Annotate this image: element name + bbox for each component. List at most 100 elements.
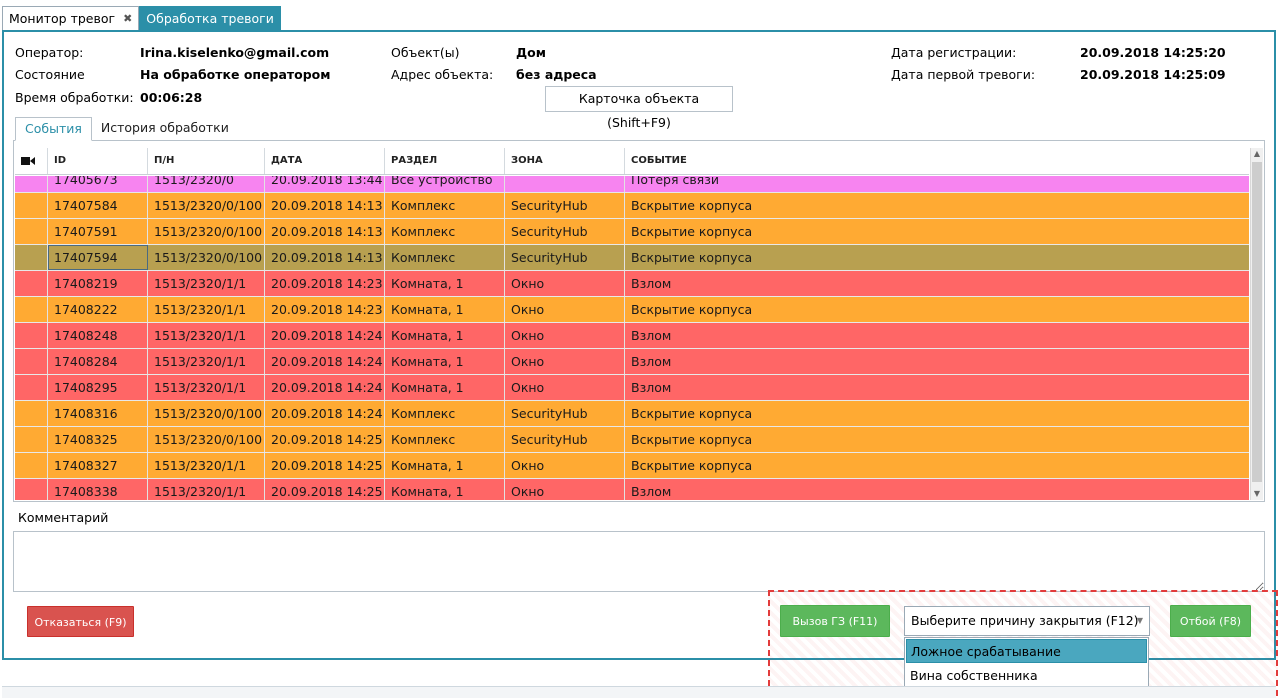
table-row[interactable]: 17408338 1513/2320/1/1 20.09.2018 14:25: Ко… [15, 479, 1249, 500]
cell-pn: 1513/2320/1/1 [148, 453, 265, 478]
grid-header: ID П/Н ДАТА РАЗДЕЛ ЗОНА СОБЫТИЕ [15, 148, 1249, 175]
table-row[interactable]: 17408325 1513/2320/0/100 20.09.2018 14:25:… [15, 427, 1249, 453]
column-header-id[interactable]: ID [48, 148, 148, 174]
cell-indicator [15, 297, 48, 322]
cell-event: Вскрытие корпуса [631, 302, 753, 317]
cell-pn: 1513/2320/1/1 [148, 375, 265, 400]
column-header-date[interactable]: ДАТА [265, 148, 385, 174]
first-alarm-value: 20.09.2018 14:25:09 [1080, 67, 1226, 82]
cell-section: Комната, 1 [385, 323, 505, 348]
tab-label: Монитор тревог [9, 10, 116, 26]
cell-event: Вскрытие корпуса [631, 458, 753, 473]
cell-section: Комната, 1 [385, 349, 505, 374]
table-row[interactable]: 17405673 1513/2320/0 20.09.2018 13:44: Все … [15, 176, 1249, 193]
column-header-zone[interactable]: ЗОНА [505, 148, 625, 174]
cell-section: Комната, 1 [385, 375, 505, 400]
scroll-down-icon[interactable]: ▼ [1251, 488, 1263, 500]
cell-section: Комната, 1 [385, 453, 505, 478]
table-row[interactable]: 17408295 1513/2320/1/1 20.09.2018 14:24: Ко… [15, 375, 1249, 401]
tab-alarm-monitor[interactable]: Монитор тревог ✖ [2, 6, 140, 30]
table-row[interactable]: 17408316 1513/2320/0/100 20.09.2018 14:24:… [15, 401, 1249, 427]
cell-zone: Окно [505, 323, 625, 348]
cell-date: 20.09.2018 13:44: [265, 176, 385, 192]
grid-rows: 17405673 1513/2320/0 20.09.2018 13:44: Все … [15, 176, 1249, 500]
address-label: Адрес объекта: [391, 67, 494, 82]
table-row[interactable]: 17407584 1513/2320/0/100 20.09.2018 14:13:… [15, 193, 1249, 219]
cell-date: 20.09.2018 14:24: [265, 401, 385, 426]
cell-zone: Окно [505, 453, 625, 478]
column-header-section[interactable]: РАЗДЕЛ [385, 148, 505, 174]
tab-processing-history[interactable]: История обработки [100, 120, 229, 135]
cell-zone: Окно [505, 479, 625, 500]
cell-indicator [15, 323, 48, 348]
cell-id: 17408338 [48, 479, 148, 500]
refuse-button[interactable]: Отказаться (F9) [27, 606, 134, 637]
cell-id: 17408284 [48, 349, 148, 374]
operator-label: Оператор: [15, 45, 84, 60]
cell-event: Вскрытие корпуса [631, 198, 753, 213]
object-card-button[interactable]: Карточка объекта (Shift+F9) [545, 86, 733, 130]
state-label: Состояние [15, 67, 85, 82]
table-row[interactable]: 17408248 1513/2320/1/1 20.09.2018 14:24: Ко… [15, 323, 1249, 349]
vertical-scrollbar[interactable]: ▲ ▼ [1250, 148, 1263, 500]
tab-events[interactable]: События [15, 117, 92, 141]
cell-date: 20.09.2018 14:24: [265, 323, 385, 348]
cell-id: 17408248 [48, 323, 148, 348]
cell-event: Вскрытие корпуса [631, 432, 753, 447]
cell-event: Вскрытие корпуса [631, 250, 753, 265]
cell-zone: Окно [505, 375, 625, 400]
tab-alarm-processing[interactable]: Обработка тревоги [139, 6, 281, 30]
scroll-up-icon[interactable]: ▲ [1251, 148, 1263, 160]
cell-section: Комната, 1 [385, 271, 505, 296]
table-row[interactable]: 17407591 1513/2320/0/100 20.09.2018 14:13:… [15, 219, 1249, 245]
table-row[interactable]: 17408222 1513/2320/1/1 20.09.2018 14:23: Ко… [15, 297, 1249, 323]
close-reason-placeholder: Выберите причину закрытия (F12) [911, 613, 1139, 628]
cell-date: 20.09.2018 14:25: [265, 453, 385, 478]
close-icon[interactable]: ✖ [123, 11, 133, 25]
document-tabs: Монитор тревог ✖ Обработка тревоги [2, 6, 281, 30]
option-false-alarm[interactable]: Ложное срабатывание [906, 639, 1147, 663]
cell-date: 20.09.2018 14:13: [265, 193, 385, 218]
close-reason-dropdown: Ложное срабатывание Вина собственника [904, 637, 1149, 688]
column-header-pn[interactable]: П/Н [148, 148, 265, 174]
reg-date-label: Дата регистрации: [891, 45, 1017, 60]
cell-zone: Окно [505, 349, 625, 374]
table-row[interactable]: 17408219 1513/2320/1/1 20.09.2018 14:23: Ко… [15, 271, 1249, 297]
cell-date: 20.09.2018 14:24: [265, 349, 385, 374]
cell-pn: 1513/2320/0 [148, 176, 265, 192]
cell-event: Вскрытие корпуса [631, 224, 753, 239]
call-gz-button[interactable]: Вызов ГЗ (F11) [780, 605, 890, 637]
grid-body: 17405673 1513/2320/0 20.09.2018 13:44: Все … [15, 176, 1249, 500]
sub-tabs: События История обработки [15, 117, 238, 141]
table-row[interactable]: 17408327 1513/2320/1/1 20.09.2018 14:25: Ко… [15, 453, 1249, 479]
cell-zone [505, 176, 625, 192]
cell-indicator [15, 349, 48, 374]
column-header-event[interactable]: СОБЫТИЕ [631, 155, 687, 166]
cell-zone: SecurityHub [505, 193, 625, 218]
cell-section: Комплекс [385, 401, 505, 426]
cell-date: 20.09.2018 14:25: [265, 479, 385, 500]
cell-indicator [15, 219, 48, 244]
processing-time-value: 00:06:28 [140, 90, 203, 105]
scrollbar-thumb[interactable] [1252, 162, 1262, 482]
tab-label: Обработка тревоги [146, 10, 274, 26]
option-owner-fault[interactable]: Вина собственника [910, 668, 1038, 683]
cell-indicator [15, 401, 48, 426]
video-camera-icon[interactable] [15, 148, 48, 174]
cell-indicator [15, 453, 48, 478]
cell-pn: 1513/2320/0/100 [148, 219, 265, 244]
cell-id: 17408295 [48, 375, 148, 400]
cell-pn: 1513/2320/0/100 [148, 245, 265, 270]
table-row[interactable]: 17407594 1513/2320/0/100 20.09.2018 14:13:… [15, 245, 1249, 271]
cell-section: Комплекс [385, 245, 505, 270]
hangup-button[interactable]: Отбой (F8) [1170, 605, 1251, 637]
comment-input[interactable] [13, 531, 1265, 592]
close-reason-select[interactable]: Выберите причину закрытия (F12) ▼ [904, 606, 1150, 636]
comment-label: Комментарий [18, 510, 109, 525]
table-row[interactable]: 17408284 1513/2320/1/1 20.09.2018 14:24: Ко… [15, 349, 1249, 375]
cell-id: 17405673 [48, 176, 148, 192]
cell-id: 17408325 [48, 427, 148, 452]
object-value: Дом [516, 45, 546, 60]
cell-zone: SecurityHub [505, 401, 625, 426]
cell-indicator [15, 375, 48, 400]
